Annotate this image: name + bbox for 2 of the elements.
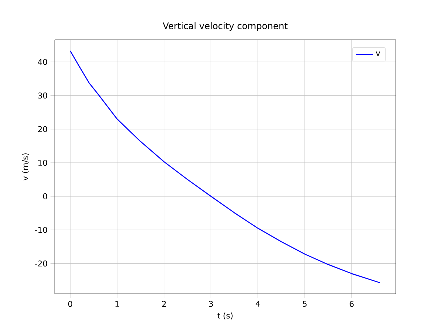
line-series (70, 50, 381, 284)
chart-title: Vertical velocity component (163, 22, 288, 32)
